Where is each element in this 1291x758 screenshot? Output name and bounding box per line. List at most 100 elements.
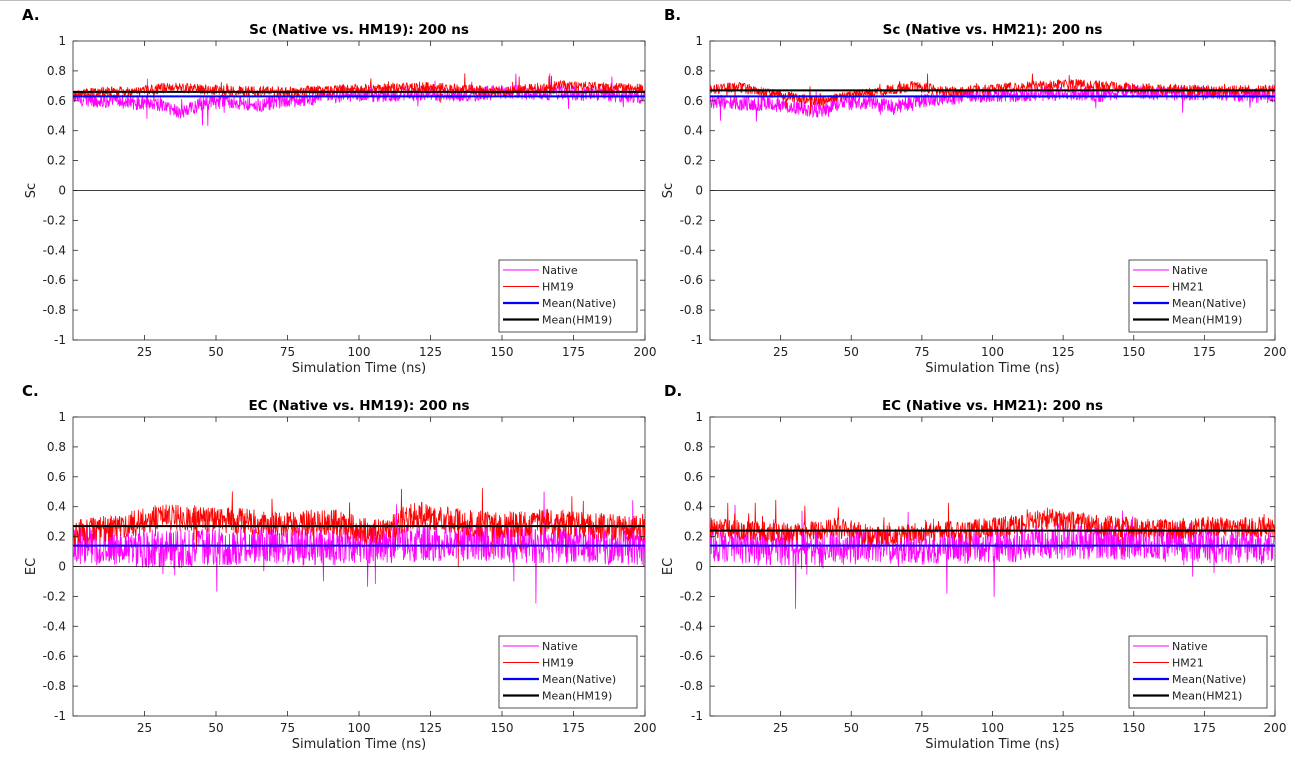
y-tick-label: -0.2 — [680, 589, 703, 603]
legend-entry: HM19 — [542, 281, 574, 294]
series-line-native — [73, 491, 645, 604]
y-tick-label: -0.8 — [680, 679, 703, 693]
x-tick-label: 175 — [1193, 721, 1216, 735]
chart-title: Sc (Native vs. HM19): 200 ns — [249, 22, 469, 38]
y-tick-label: -0.6 — [43, 649, 66, 663]
x-tick-label: 50 — [844, 721, 859, 735]
legend-entry: HM21 — [1172, 657, 1204, 670]
y-tick-label: -1 — [691, 333, 703, 347]
y-tick-label: 1 — [58, 34, 66, 48]
y-tick-label: 1 — [695, 410, 703, 424]
series-line-hm19 — [73, 488, 645, 568]
chart-title: EC (Native vs. HM19): 200 ns — [248, 398, 469, 414]
legend-entry: Mean(HM19) — [1172, 314, 1242, 327]
x-tick-label: 200 — [634, 345, 657, 359]
y-tick-label: 0.2 — [47, 530, 66, 544]
x-tick-label: 75 — [280, 721, 295, 735]
y-tick-label: -0.4 — [680, 619, 703, 633]
y-tick-label: 0.6 — [684, 94, 703, 108]
y-axis-label: Sc — [24, 183, 39, 198]
x-tick-label: 75 — [914, 345, 929, 359]
x-tick-label: 150 — [491, 345, 514, 359]
y-tick-label: -0.8 — [680, 303, 703, 317]
x-tick-label: 25 — [773, 721, 788, 735]
y-tick-label: -0.8 — [43, 303, 66, 317]
legend: Native HM19 Mean(Native) Mean(HM19) — [498, 635, 638, 709]
x-axis-label: Simulation Time (ns) — [925, 361, 1059, 376]
x-tick-label: 150 — [1122, 721, 1145, 735]
y-tick-label: 0.6 — [684, 470, 703, 484]
x-tick-label: 200 — [1264, 345, 1287, 359]
panel-letter: D. — [664, 382, 682, 400]
y-tick-label: -0.6 — [680, 649, 703, 663]
x-tick-label: 125 — [1052, 721, 1075, 735]
y-axis-label: EC — [24, 558, 39, 575]
x-tick-label: 200 — [634, 721, 657, 735]
legend-entry: HM19 — [542, 657, 574, 670]
y-tick-label: 0 — [695, 184, 703, 198]
x-tick-label: 25 — [137, 721, 152, 735]
legend-entry: Mean(Native) — [1172, 297, 1246, 310]
y-tick-label: 0.2 — [684, 154, 703, 168]
y-tick-label: 0.8 — [47, 440, 66, 454]
x-tick-label: 50 — [844, 345, 859, 359]
y-tick-label: -0.2 — [680, 213, 703, 227]
y-tick-label: -1 — [691, 709, 703, 723]
y-tick-label: 0.2 — [684, 530, 703, 544]
x-tick-label: 75 — [914, 721, 929, 735]
x-tick-label: 150 — [491, 721, 514, 735]
x-tick-label: 100 — [348, 345, 371, 359]
y-tick-label: -0.2 — [43, 589, 66, 603]
plot-layer — [73, 73, 645, 127]
chart-title: EC (Native vs. HM21): 200 ns — [882, 398, 1103, 414]
x-tick-label: 100 — [981, 345, 1004, 359]
legend-entry: Native — [542, 264, 578, 277]
x-tick-label: 125 — [419, 721, 442, 735]
legend: Native HM21 Mean(Native) Mean(HM21) — [1128, 635, 1268, 709]
y-tick-label: -0.4 — [43, 243, 66, 257]
y-tick-label: 0.8 — [47, 64, 66, 78]
y-tick-label: 0.4 — [47, 500, 66, 514]
x-axis-label: Simulation Time (ns) — [925, 737, 1059, 752]
legend: Native HM19 Mean(Native) Mean(HM19) — [498, 259, 638, 333]
y-tick-label: 0.6 — [47, 470, 66, 484]
y-tick-label: 0.4 — [684, 124, 703, 138]
x-axis-label: Simulation Time (ns) — [292, 361, 426, 376]
legend-entry: Mean(Native) — [542, 673, 616, 686]
plot-layer — [710, 73, 1275, 122]
y-tick-label: 0.6 — [47, 94, 66, 108]
panel-letter: A. — [22, 6, 40, 24]
legend-entry: HM21 — [1172, 281, 1204, 294]
y-tick-label: -1 — [54, 333, 66, 347]
legend-entry: Native — [1172, 264, 1208, 277]
y-axis-label: Sc — [661, 183, 676, 198]
y-tick-label: 0.2 — [47, 154, 66, 168]
x-tick-label: 25 — [137, 345, 152, 359]
y-axis-label: EC — [661, 558, 676, 575]
legend: Native HM21 Mean(Native) Mean(HM19) — [1128, 259, 1268, 333]
panel-letter: B. — [664, 6, 681, 24]
y-tick-label: 1 — [695, 34, 703, 48]
x-tick-label: 100 — [981, 721, 1004, 735]
x-tick-label: 175 — [562, 721, 585, 735]
chart-title: Sc (Native vs. HM21): 200 ns — [883, 22, 1103, 38]
y-tick-label: 0.4 — [684, 500, 703, 514]
y-tick-label: 1 — [58, 410, 66, 424]
legend-entry: Native — [1172, 640, 1208, 653]
x-tick-label: 150 — [1122, 345, 1145, 359]
y-tick-label: -0.6 — [680, 273, 703, 287]
x-tick-label: 175 — [1193, 345, 1216, 359]
y-tick-label: 0.4 — [47, 124, 66, 138]
y-tick-label: 0.8 — [684, 440, 703, 454]
legend-entry: Mean(Native) — [1172, 673, 1246, 686]
y-tick-label: 0.8 — [684, 64, 703, 78]
plot-layer — [710, 499, 1275, 609]
x-tick-label: 25 — [773, 345, 788, 359]
y-tick-label: -0.8 — [43, 679, 66, 693]
legend-entry: Mean(HM19) — [542, 690, 612, 703]
